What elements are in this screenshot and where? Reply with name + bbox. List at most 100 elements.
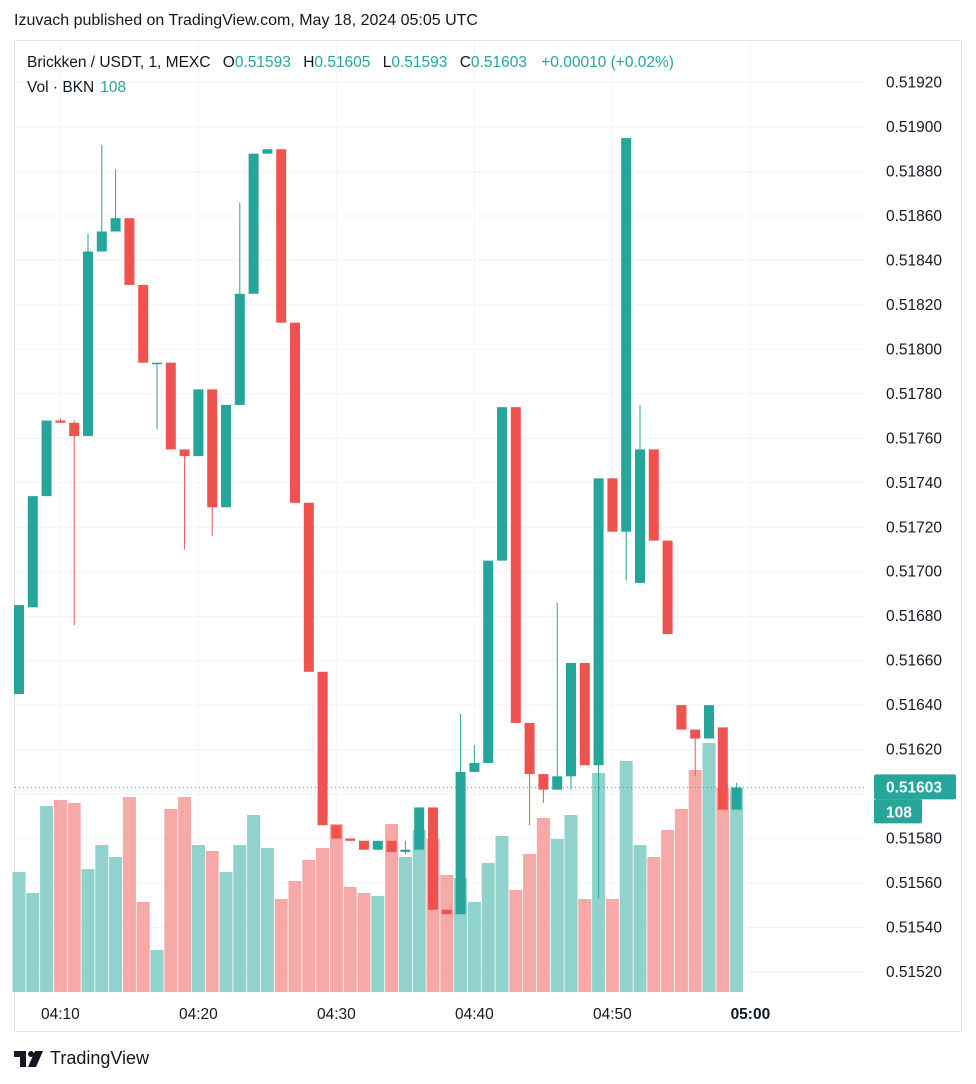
candle-body bbox=[69, 422, 80, 437]
y-tick-label: 0.51760 bbox=[886, 430, 942, 447]
last-price-label: 0.51603 bbox=[886, 779, 942, 796]
y-tick-label: 0.51640 bbox=[886, 697, 942, 714]
candle-body bbox=[690, 729, 701, 739]
candlestick-chart[interactable]: 0.515200.515400.515600.515800.516000.516… bbox=[0, 0, 976, 1040]
candle-body bbox=[483, 560, 494, 763]
tradingview-brand: TradingView bbox=[50, 1048, 150, 1068]
candle-body bbox=[345, 838, 356, 841]
volume-bar bbox=[674, 809, 688, 992]
volume-bar bbox=[233, 845, 247, 992]
candle-body bbox=[41, 420, 52, 497]
last-volume-label: 108 bbox=[886, 804, 912, 821]
last-volume-badge bbox=[874, 799, 922, 824]
volume-bar bbox=[302, 860, 316, 992]
candle-body bbox=[276, 149, 287, 323]
volume-bar bbox=[564, 815, 578, 992]
candle-body bbox=[635, 449, 645, 583]
candle-body bbox=[27, 496, 38, 608]
volume-bar bbox=[619, 761, 633, 992]
volume-bar bbox=[412, 830, 426, 992]
candle-body bbox=[248, 153, 259, 294]
open-value: 0.51593 bbox=[234, 54, 291, 71]
y-tick-label: 0.51660 bbox=[886, 653, 942, 670]
volume-bar bbox=[109, 857, 123, 992]
symbol-legend: Brickken / USDT, 1, MEXC O0.51593 H0.516… bbox=[27, 54, 674, 72]
candle-body bbox=[221, 404, 231, 508]
candle-body bbox=[400, 849, 411, 852]
candle-body bbox=[262, 149, 273, 154]
high-label: H bbox=[303, 54, 315, 71]
candle-body bbox=[96, 231, 107, 252]
candle-body bbox=[193, 389, 204, 457]
candle-body bbox=[207, 389, 218, 508]
close-value: 0.51603 bbox=[470, 54, 527, 71]
candle-body bbox=[552, 776, 563, 790]
candle-body bbox=[441, 909, 452, 915]
candle-body bbox=[510, 407, 521, 723]
candle-body bbox=[676, 705, 687, 730]
volume-bar bbox=[536, 818, 550, 992]
volume-bar bbox=[495, 836, 509, 992]
volume-bar bbox=[633, 845, 647, 992]
y-tick-label: 0.51860 bbox=[886, 208, 942, 225]
candle-body bbox=[152, 362, 162, 365]
volume-bar bbox=[647, 857, 661, 992]
low-value: 0.51593 bbox=[391, 54, 448, 71]
candle-body bbox=[662, 540, 673, 634]
candle-body bbox=[386, 840, 397, 852]
candle-body bbox=[497, 407, 507, 561]
volume-bar bbox=[702, 743, 716, 992]
volume-bar bbox=[219, 872, 233, 992]
volume-bar bbox=[523, 854, 537, 992]
x-tick-label: 04:10 bbox=[41, 1006, 80, 1023]
candle-body bbox=[731, 787, 742, 810]
volume-bar bbox=[440, 875, 454, 992]
candle-body bbox=[165, 362, 176, 450]
candle-body bbox=[372, 840, 383, 850]
candle-body bbox=[428, 807, 438, 910]
candle-body bbox=[234, 293, 245, 405]
volume-bar bbox=[385, 824, 399, 992]
volume-bar bbox=[53, 800, 67, 992]
candle-body bbox=[621, 138, 632, 532]
candle-body bbox=[648, 449, 659, 541]
volume-bar bbox=[730, 788, 744, 992]
volume-legend: Vol · BKN 108 bbox=[27, 79, 126, 97]
x-tick-label: 04:30 bbox=[317, 1006, 356, 1023]
candle-body bbox=[704, 705, 714, 739]
candle-body bbox=[717, 727, 728, 810]
change-value: +0.00010 (+0.02%) bbox=[541, 54, 674, 71]
volume-bar bbox=[578, 899, 592, 992]
volume-bar bbox=[509, 890, 523, 992]
volume-value: 108 bbox=[100, 79, 127, 96]
tradingview-logo-icon bbox=[14, 1050, 43, 1067]
y-tick-label: 0.51820 bbox=[886, 297, 942, 314]
volume-bar bbox=[26, 893, 40, 992]
volume-bar bbox=[67, 803, 81, 992]
x-tick-label: 04:20 bbox=[179, 1006, 218, 1023]
volume-bar bbox=[12, 872, 26, 992]
y-tick-label: 0.51560 bbox=[886, 875, 942, 892]
tradingview-logo[interactable]: TradingView bbox=[14, 1048, 149, 1069]
candle-body bbox=[331, 825, 342, 839]
close-label: C bbox=[459, 54, 471, 71]
candle-body bbox=[538, 774, 549, 790]
y-tick-label: 0.51900 bbox=[886, 119, 942, 136]
volume-bar bbox=[81, 869, 95, 992]
candle-body bbox=[83, 251, 93, 437]
volume-bar bbox=[716, 788, 730, 992]
chart-frame[interactable] bbox=[14, 40, 962, 1032]
symbol-name: Brickken / USDT, 1, MEXC bbox=[27, 54, 211, 71]
candle-body bbox=[579, 662, 590, 766]
volume-bar bbox=[371, 896, 385, 992]
volume-bar bbox=[122, 797, 136, 992]
volume-bar bbox=[357, 893, 371, 992]
open-label: O bbox=[222, 54, 235, 71]
x-tick-label: 04:50 bbox=[593, 1006, 632, 1023]
volume-bar bbox=[661, 830, 675, 992]
volume-bar bbox=[343, 887, 357, 992]
volume-bar bbox=[467, 902, 481, 992]
candle-body bbox=[179, 449, 190, 457]
candle-body bbox=[469, 762, 480, 772]
volume-bar bbox=[150, 950, 164, 992]
